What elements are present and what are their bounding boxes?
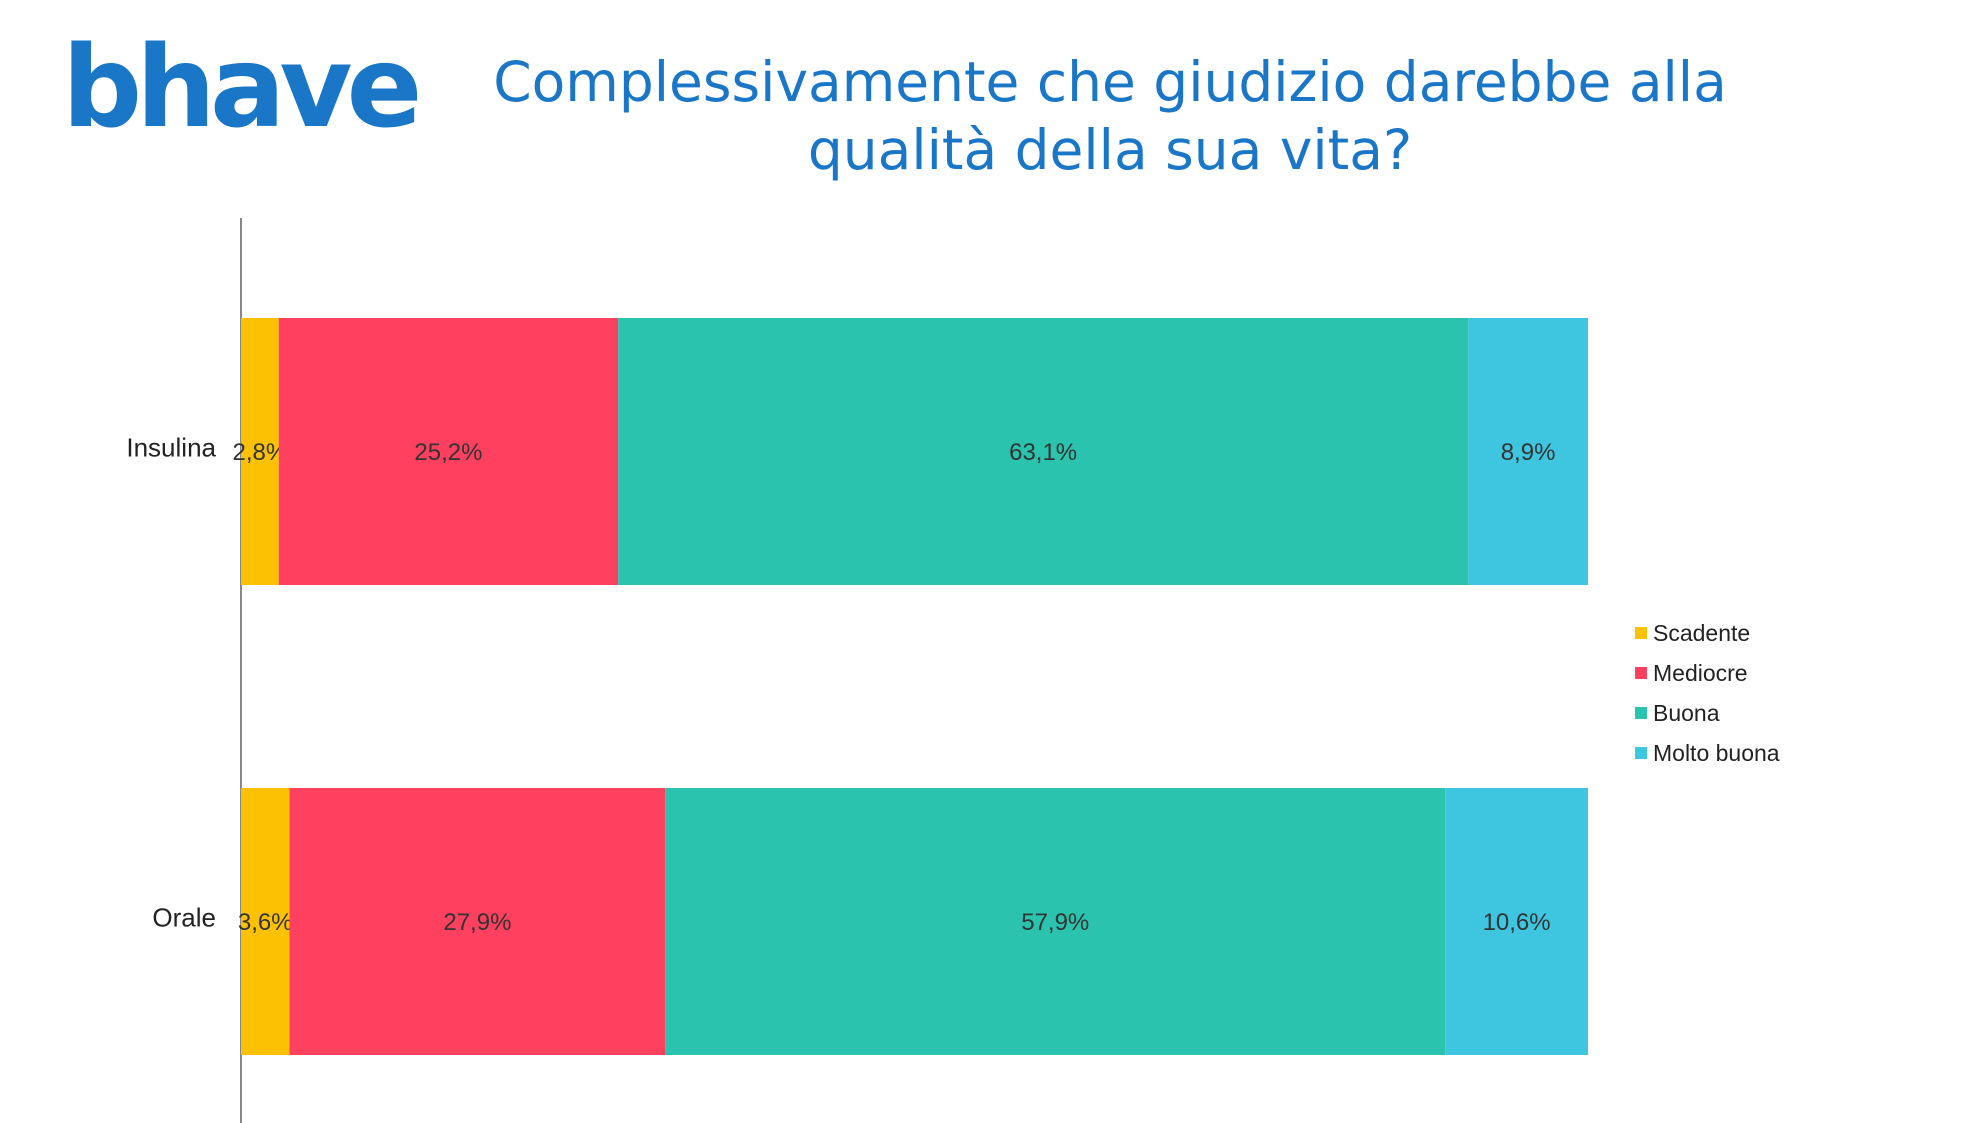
legend-item-buona: Buona — [1635, 693, 1780, 733]
legend-item-mediocre: Mediocre — [1635, 653, 1780, 693]
category-label-orale: Orale — [152, 902, 216, 932]
legend-label: Scadente — [1653, 620, 1750, 647]
legend-swatch — [1635, 747, 1647, 759]
bar-group: 2,8% 25,2% 63,1% 8,9%3,6% 27,9% 57,9% 10,6% — [233, 318, 1588, 1055]
category-labels: Insulina Orale — [126, 432, 216, 932]
data-label-scadente-orale: 3,6% — [238, 909, 293, 936]
legend-item-scadente: Scadente — [1635, 613, 1780, 653]
data-label-buona-insulina: 63,1% — [1009, 439, 1077, 466]
legend-label: Mediocre — [1653, 660, 1748, 687]
data-label-molto-buona-insulina: 8,9% — [1501, 439, 1556, 466]
data-label-molto-buona-orale: 10,6% — [1483, 909, 1551, 936]
legend: Scadente Mediocre Buona Molto buona — [1635, 613, 1780, 773]
data-label-buona-orale: 57,9% — [1021, 909, 1089, 936]
data-label-mediocre-insulina: 25,2% — [414, 439, 482, 466]
legend-swatch — [1635, 627, 1647, 639]
legend-item-molto-buona: Molto buona — [1635, 733, 1780, 773]
legend-swatch — [1635, 667, 1647, 679]
legend-label: Buona — [1653, 700, 1720, 727]
legend-swatch — [1635, 707, 1647, 719]
category-label-insulina: Insulina — [126, 432, 216, 462]
legend-label: Molto buona — [1653, 740, 1780, 767]
data-label-mediocre-orale: 27,9% — [443, 909, 511, 936]
